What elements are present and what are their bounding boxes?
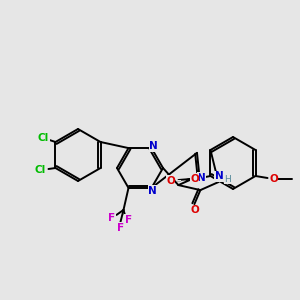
Text: O: O: [190, 174, 199, 184]
Text: methyl1: methyl1: [176, 180, 182, 181]
Text: Cl: Cl: [38, 133, 49, 143]
Text: O: O: [166, 176, 175, 186]
Text: N: N: [215, 171, 224, 181]
Text: F: F: [117, 223, 124, 233]
Text: F: F: [108, 213, 115, 223]
Text: H: H: [224, 175, 231, 184]
Text: O: O: [190, 205, 199, 215]
Text: N: N: [149, 141, 158, 151]
Text: N: N: [197, 173, 206, 183]
Text: N: N: [148, 186, 157, 196]
Text: F: F: [125, 215, 132, 225]
Text: O: O: [269, 174, 278, 184]
Text: Cl: Cl: [35, 165, 46, 175]
